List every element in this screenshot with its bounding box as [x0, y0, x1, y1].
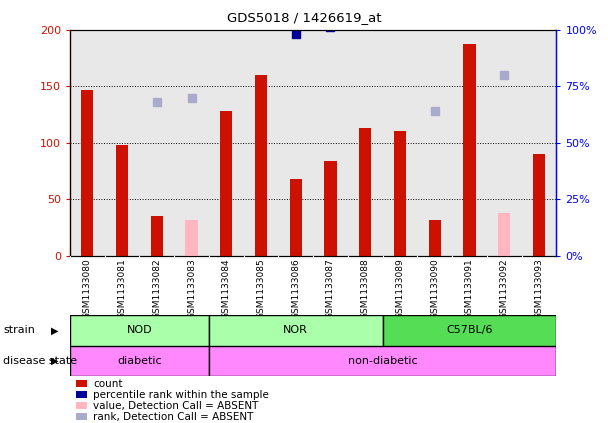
Bar: [116, 145, 128, 256]
Bar: [70, 346, 209, 376]
Bar: [382, 315, 556, 346]
Bar: [151, 216, 163, 256]
Bar: [394, 132, 406, 256]
Bar: [209, 315, 382, 346]
Text: strain: strain: [3, 325, 35, 335]
Text: NOR: NOR: [283, 325, 308, 335]
Text: GDS5018 / 1426619_at: GDS5018 / 1426619_at: [227, 11, 381, 24]
Point: [499, 71, 509, 78]
Bar: [255, 75, 267, 256]
Point: [256, 0, 266, 3]
Bar: [325, 161, 337, 256]
Bar: [463, 44, 475, 256]
Text: rank, Detection Call = ABSENT: rank, Detection Call = ABSENT: [93, 412, 254, 422]
Text: C57BL/6: C57BL/6: [446, 325, 492, 335]
Point: [395, 3, 405, 10]
Bar: [209, 346, 556, 376]
Bar: [533, 154, 545, 256]
Bar: [289, 179, 302, 256]
Bar: [498, 213, 510, 256]
Text: ▶: ▶: [51, 356, 58, 366]
Text: percentile rank within the sample: percentile rank within the sample: [93, 390, 269, 400]
Point: [221, 0, 231, 3]
Point: [187, 94, 196, 101]
Bar: [429, 220, 441, 256]
Point: [326, 24, 336, 31]
Text: disease state: disease state: [3, 356, 77, 366]
Text: diabetic: diabetic: [117, 356, 162, 366]
Point: [291, 31, 300, 38]
Point: [534, 15, 544, 22]
Point: [430, 108, 440, 115]
Text: ▶: ▶: [51, 325, 58, 335]
Bar: [70, 315, 209, 346]
Bar: [81, 90, 94, 256]
Bar: [359, 128, 371, 256]
Text: count: count: [93, 379, 123, 389]
Bar: [185, 220, 198, 256]
Point: [117, 17, 127, 24]
Text: NOD: NOD: [126, 325, 152, 335]
Point: [152, 99, 162, 105]
Text: non-diabetic: non-diabetic: [348, 356, 418, 366]
Point: [83, 0, 92, 3]
Point: [361, 0, 370, 3]
Text: value, Detection Call = ABSENT: value, Detection Call = ABSENT: [93, 401, 258, 411]
Bar: [220, 111, 232, 256]
